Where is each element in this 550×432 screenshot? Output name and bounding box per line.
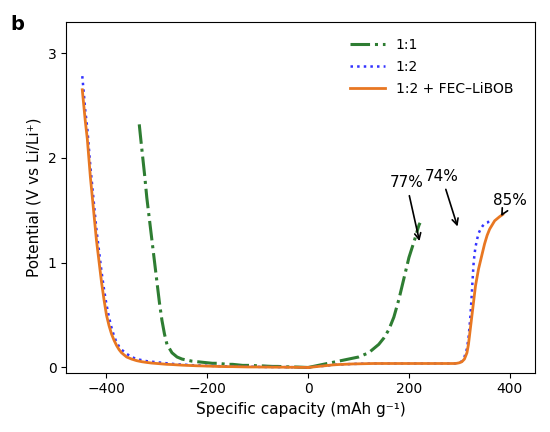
Text: 77%: 77% [389,175,424,239]
Text: b: b [10,15,24,34]
Text: 74%: 74% [425,169,459,225]
Y-axis label: Potential (V vs Li/Li⁺): Potential (V vs Li/Li⁺) [27,118,42,277]
Legend: 1:1, 1:2, 1:2 + FEC–LiBOB: 1:1, 1:2, 1:2 + FEC–LiBOB [344,32,519,102]
Text: 85%: 85% [493,193,527,215]
X-axis label: Specific capacity (mAh g⁻¹): Specific capacity (mAh g⁻¹) [196,402,405,417]
